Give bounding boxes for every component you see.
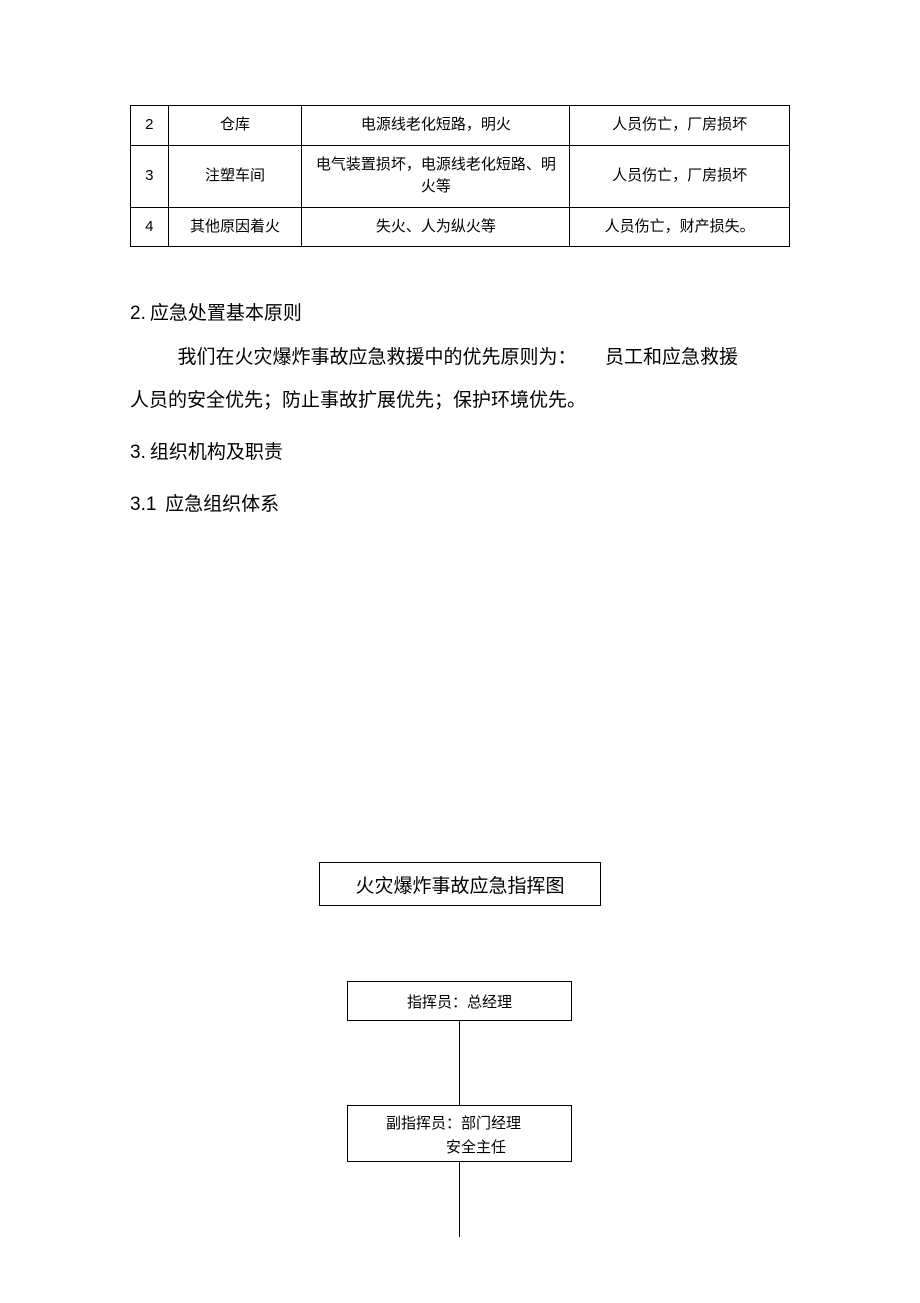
node-label-line1: 副指挥员：部门经理 bbox=[386, 1112, 565, 1136]
flowchart-edge bbox=[459, 1021, 460, 1105]
heading-3: 3.组织机构及职责 bbox=[130, 431, 790, 475]
cell-result: 人员伤亡，厂房损坏 bbox=[570, 106, 790, 146]
heading-title: 应急处置基本原则 bbox=[150, 303, 302, 324]
node-label-line2: 安全主任 bbox=[386, 1136, 565, 1160]
body-text: 人员的安全优先；防止事故扩展优先；保护环境优先。 bbox=[130, 390, 586, 411]
heading-title: 应急组织体系 bbox=[165, 494, 279, 515]
paragraph: 我们在火灾爆炸事故应急救援中的优先原则为： 员工和应急救援 bbox=[130, 336, 790, 380]
table-row: 4 其他原因着火 失火、人为纵火等 人员伤亡，财产损失。 bbox=[131, 207, 790, 247]
flowchart-edge bbox=[459, 1162, 460, 1237]
cell-location: 仓库 bbox=[168, 106, 302, 146]
heading-2: 2.应急处置基本原则 bbox=[130, 292, 790, 336]
heading-title: 组织机构及职责 bbox=[150, 442, 283, 463]
cell-cause: 电源线老化短路，明火 bbox=[302, 106, 570, 146]
cell-result: 人员伤亡，厂房损坏 bbox=[570, 145, 790, 207]
cell-location: 注塑车间 bbox=[168, 145, 302, 207]
cell-cause: 失火、人为纵火等 bbox=[302, 207, 570, 247]
node-label: 指挥员：总经理 bbox=[407, 991, 512, 1012]
heading-num: 3. bbox=[130, 442, 146, 463]
cell-cause: 电气装置损坏，电源线老化短路、明火等 bbox=[302, 145, 570, 207]
table-row: 3 注塑车间 电气装置损坏，电源线老化短路、明火等 人员伤亡，厂房损坏 bbox=[131, 145, 790, 207]
paragraph: 人员的安全优先；防止事故扩展优先；保护环境优先。 bbox=[130, 379, 790, 423]
flowchart-title: 火灾爆炸事故应急指挥图 bbox=[355, 871, 564, 898]
heading-num: 3.1 bbox=[130, 494, 156, 515]
heading-num: 2. bbox=[130, 303, 146, 324]
flowchart-title-node: 火灾爆炸事故应急指挥图 bbox=[319, 862, 601, 906]
cell-location: 其他原因着火 bbox=[168, 207, 302, 247]
body-text: 我们在火灾爆炸事故应急救援中的优先原则为： bbox=[178, 347, 577, 368]
flowchart-node-commander: 指挥员：总经理 bbox=[347, 981, 572, 1021]
cell-result: 人员伤亡，财产损失。 bbox=[570, 207, 790, 247]
cell-num: 3 bbox=[131, 145, 169, 207]
cell-num: 4 bbox=[131, 207, 169, 247]
cell-num: 2 bbox=[131, 106, 169, 146]
body-text: 员工和应急救援 bbox=[605, 347, 738, 368]
flowchart-node-deputy: 副指挥员：部门经理 安全主任 bbox=[347, 1105, 572, 1162]
heading-3-1: 3.1 应急组织体系 bbox=[130, 483, 790, 527]
risk-table: 2 仓库 电源线老化短路，明火 人员伤亡，厂房损坏 3 注塑车间 电气装置损坏，… bbox=[130, 105, 790, 247]
table-row: 2 仓库 电源线老化短路，明火 人员伤亡，厂房损坏 bbox=[131, 106, 790, 146]
